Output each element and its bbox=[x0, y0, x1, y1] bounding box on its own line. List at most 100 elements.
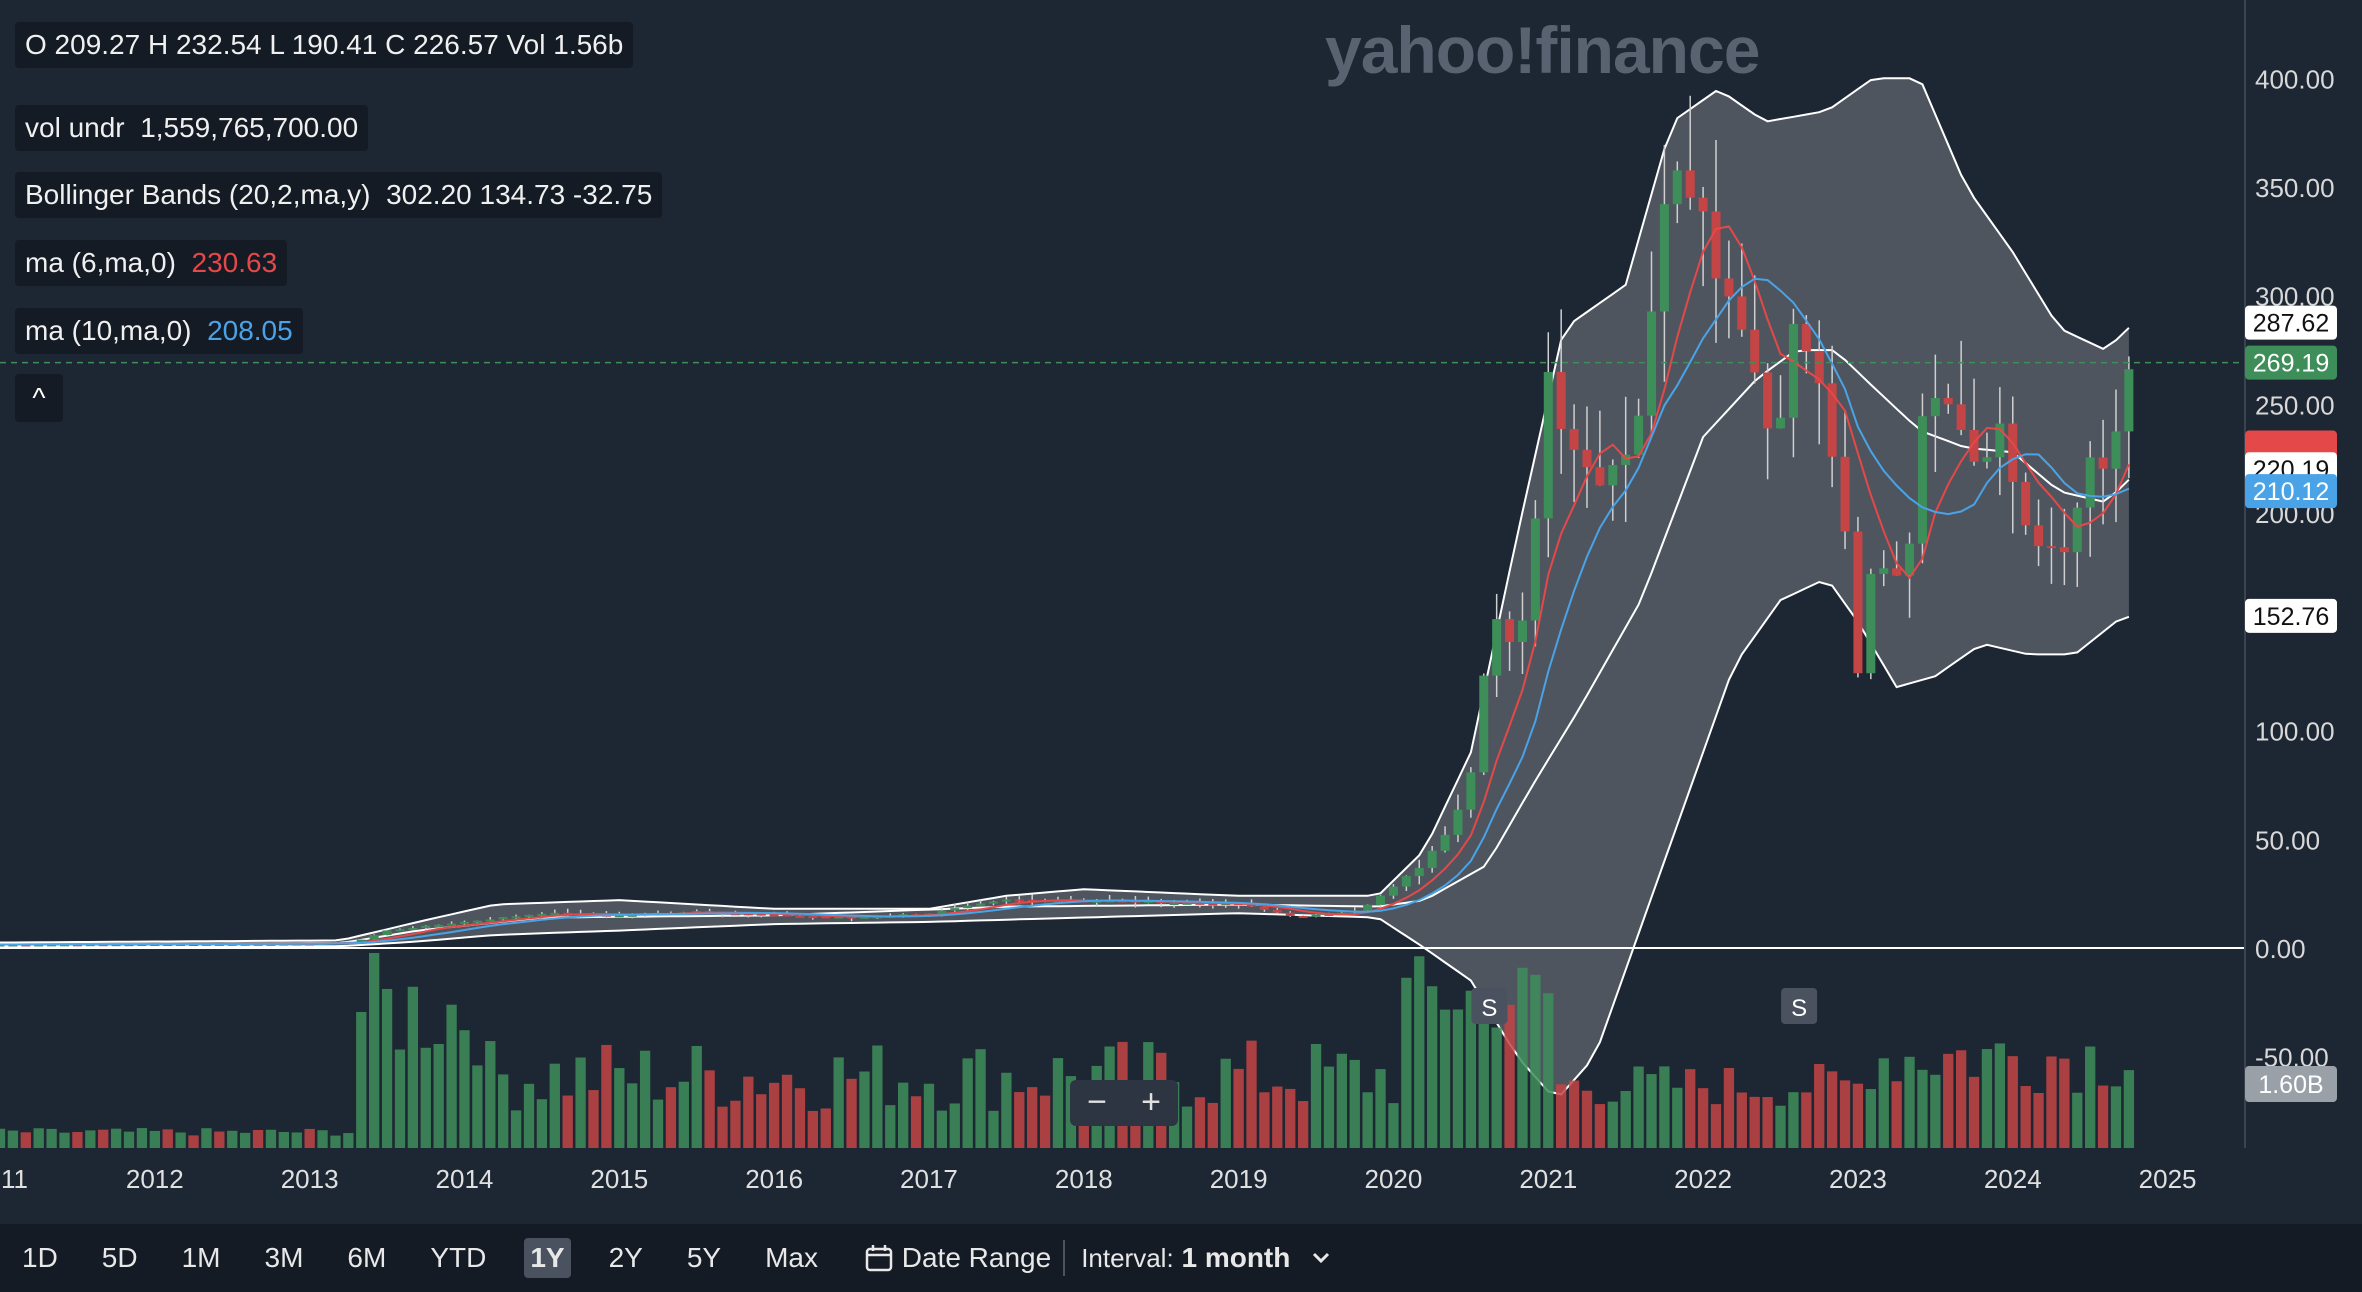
bollinger-legend-label: Bollinger Bands (20,2,ma,y) bbox=[25, 179, 371, 210]
candle-body bbox=[1517, 620, 1527, 642]
split-marker-box bbox=[1471, 988, 1508, 1024]
candle-body bbox=[1311, 914, 1321, 917]
volume-bar bbox=[781, 1074, 793, 1148]
period-5d[interactable]: 5D bbox=[101, 1242, 138, 1273]
volume-bar bbox=[988, 1110, 999, 1148]
volume-bar bbox=[717, 1106, 728, 1148]
volume-bar bbox=[601, 1044, 612, 1148]
y-tick-label: 50.00 bbox=[2255, 825, 2320, 855]
candle-body bbox=[1905, 543, 1915, 576]
price-chart[interactable]: 400.00350.00300.00250.00200.00150.00100.… bbox=[0, 0, 2362, 1224]
price-label-text: 152.76 bbox=[2253, 603, 2329, 631]
candle-body bbox=[1530, 518, 1540, 621]
volume-bar bbox=[162, 1129, 173, 1148]
volume-bar bbox=[1581, 1090, 1593, 1148]
candle-body bbox=[1801, 324, 1811, 352]
chevron-down-icon[interactable] bbox=[1306, 1243, 1336, 1273]
volume-bar bbox=[46, 1128, 57, 1148]
volume-bar bbox=[446, 1004, 457, 1148]
candle-body bbox=[1879, 568, 1889, 574]
volume-bar bbox=[1207, 1102, 1218, 1148]
volume-bar bbox=[1336, 1053, 1347, 1148]
moving-averages bbox=[0, 225, 2245, 946]
volume-bar bbox=[420, 1047, 431, 1148]
period-1y[interactable]: 1Y bbox=[524, 1238, 571, 1278]
period-3m[interactable]: 3M bbox=[264, 1242, 304, 1273]
candle-body bbox=[1892, 568, 1902, 576]
candle-body bbox=[1917, 416, 1927, 544]
volume-bar bbox=[1194, 1097, 1206, 1148]
period-max[interactable]: Max bbox=[765, 1242, 818, 1273]
volume-bar bbox=[923, 1083, 935, 1148]
zoom-in-button[interactable]: + bbox=[1141, 1083, 1161, 1121]
candle-body bbox=[859, 916, 869, 919]
ma6-legend-value: 230.63 bbox=[191, 247, 278, 278]
x-tick-label: 2014 bbox=[436, 1164, 494, 1194]
candle-body bbox=[1208, 903, 1218, 906]
ma10-legend-label: ma (10,ma,0) bbox=[25, 315, 192, 346]
chevron-up-icon: ^ bbox=[32, 382, 46, 413]
volume-bar bbox=[20, 1132, 31, 1148]
candle-body bbox=[1840, 456, 1850, 532]
period-2y[interactable]: 2Y bbox=[608, 1242, 643, 1273]
period-ytd[interactable]: YTD bbox=[430, 1242, 487, 1273]
candle-body bbox=[511, 916, 521, 919]
volume-bar bbox=[317, 1130, 328, 1148]
interval-selector[interactable]: Interval: 1 month bbox=[1081, 1242, 1290, 1274]
candle-body bbox=[1750, 329, 1760, 373]
candle-body bbox=[1363, 904, 1373, 911]
ma6-legend[interactable]: ma (6,ma,0) 230.63 bbox=[15, 240, 288, 286]
volume-bar bbox=[730, 1100, 741, 1148]
x-tick-label: 2015 bbox=[590, 1164, 648, 1194]
volume-legend[interactable]: vol undr 1,559,765,700.00 bbox=[15, 105, 369, 151]
candle-body bbox=[1634, 415, 1644, 455]
zoom-out-button[interactable]: − bbox=[1087, 1083, 1107, 1121]
candle-body bbox=[408, 928, 418, 931]
toolbar-divider bbox=[1063, 1240, 1066, 1276]
volume-bar bbox=[691, 1045, 702, 1148]
candle-body bbox=[834, 916, 844, 919]
volume-bar bbox=[1297, 1101, 1309, 1148]
candle-body bbox=[1543, 371, 1553, 519]
volume-legend-label: vol undr bbox=[25, 112, 125, 143]
volume-value-label: 1.60B bbox=[2245, 1066, 2337, 1102]
candle-body bbox=[1556, 371, 1566, 429]
ma10-legend[interactable]: ma (10,ma,0) 208.05 bbox=[15, 308, 303, 354]
candle-body bbox=[2008, 423, 2018, 482]
candle-body bbox=[447, 923, 457, 926]
candle-body bbox=[472, 920, 482, 923]
price-label-blue: 210.12 bbox=[2245, 474, 2337, 509]
volume-bar bbox=[59, 1132, 70, 1148]
candle-body bbox=[756, 913, 766, 916]
x-tick-label: 2021 bbox=[1519, 1164, 1577, 1194]
volume-bar bbox=[704, 1070, 715, 1148]
volume-bar bbox=[1801, 1092, 1812, 1148]
volume-bar bbox=[1607, 1101, 1618, 1148]
volume-bar bbox=[523, 1083, 535, 1148]
volume-bar bbox=[407, 986, 419, 1148]
candle-body bbox=[356, 939, 366, 942]
volume-bar bbox=[1723, 1068, 1735, 1148]
volume-bar bbox=[175, 1132, 186, 1148]
ohlc-legend: O 209.27 H 232.54 L 190.41 C 226.57 Vol … bbox=[15, 22, 634, 68]
candle-body bbox=[1285, 912, 1295, 916]
volume-bar bbox=[1517, 967, 1528, 1148]
date-range-button[interactable]: Date Range bbox=[864, 1242, 1051, 1274]
price-label-text: 269.19 bbox=[2253, 350, 2329, 378]
price-label-box bbox=[2245, 474, 2337, 509]
collapse-legend-button[interactable]: ^ bbox=[15, 374, 63, 422]
period-1d[interactable]: 1D bbox=[22, 1242, 58, 1273]
volume-bar bbox=[1826, 1071, 1838, 1148]
volume-bar bbox=[1426, 986, 1438, 1148]
x-tick-label: 2017 bbox=[900, 1164, 958, 1194]
volume-bar bbox=[1788, 1092, 1799, 1148]
y-tick-label: 400.00 bbox=[2255, 64, 2335, 94]
period-6m[interactable]: 6M bbox=[347, 1242, 387, 1273]
split-marker-label: S bbox=[1791, 995, 1807, 1022]
volume-bar bbox=[1749, 1096, 1760, 1148]
bollinger-legend[interactable]: Bollinger Bands (20,2,ma,y) 302.20 134.7… bbox=[15, 172, 663, 218]
period-1m[interactable]: 1M bbox=[181, 1242, 221, 1273]
period-5y[interactable]: 5Y bbox=[686, 1242, 722, 1273]
volume-bar bbox=[678, 1081, 689, 1148]
volume-bar bbox=[910, 1096, 922, 1148]
